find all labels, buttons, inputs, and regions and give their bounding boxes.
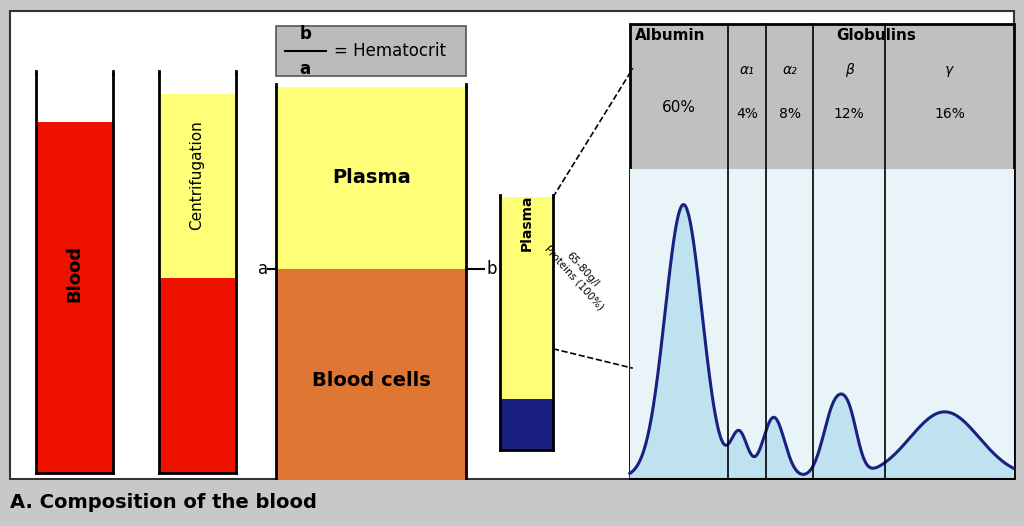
Text: Electrophoretic  protein  fractions: Electrophoretic protein fractions <box>676 494 968 509</box>
Text: Globulins: Globulins <box>836 28 915 43</box>
Bar <box>500 399 553 450</box>
Bar <box>500 197 553 399</box>
Bar <box>36 122 113 473</box>
Text: Blood: Blood <box>66 245 83 302</box>
Text: A. Composition of the blood: A. Composition of the blood <box>10 493 317 512</box>
Text: b: b <box>299 25 311 43</box>
Text: 1: 1 <box>69 494 81 513</box>
Bar <box>159 94 236 278</box>
Bar <box>276 87 466 269</box>
Text: β: β <box>845 63 854 77</box>
Text: α₂: α₂ <box>782 63 797 77</box>
Bar <box>159 278 236 473</box>
Text: = Hematocrit: = Hematocrit <box>334 42 445 60</box>
Text: a: a <box>258 260 268 278</box>
Text: Plasma: Plasma <box>332 168 411 187</box>
Text: 8%: 8% <box>778 107 801 120</box>
Text: 60%: 60% <box>662 100 695 115</box>
Text: 2: 2 <box>520 494 532 513</box>
Text: Plasma: Plasma <box>519 194 534 251</box>
Bar <box>159 74 236 94</box>
Bar <box>630 169 1014 479</box>
Text: Albumin: Albumin <box>635 28 706 43</box>
Bar <box>0 480 1024 526</box>
Text: γ: γ <box>945 63 953 77</box>
Bar <box>10 11 1014 479</box>
Text: α₁: α₁ <box>739 63 755 77</box>
Bar <box>630 24 1014 515</box>
Text: b: b <box>486 260 497 278</box>
Bar <box>36 74 113 122</box>
Text: Blood cells: Blood cells <box>312 371 430 390</box>
Text: 16%: 16% <box>934 107 965 120</box>
Text: 65-80g/l
Proteins (100%): 65-80g/l Proteins (100%) <box>543 236 614 311</box>
Bar <box>276 269 466 492</box>
Text: a: a <box>300 60 310 78</box>
Text: Centrifugation: Centrifugation <box>189 120 205 230</box>
Text: 4%: 4% <box>736 107 758 120</box>
Bar <box>276 26 466 76</box>
Text: 12%: 12% <box>834 107 864 120</box>
